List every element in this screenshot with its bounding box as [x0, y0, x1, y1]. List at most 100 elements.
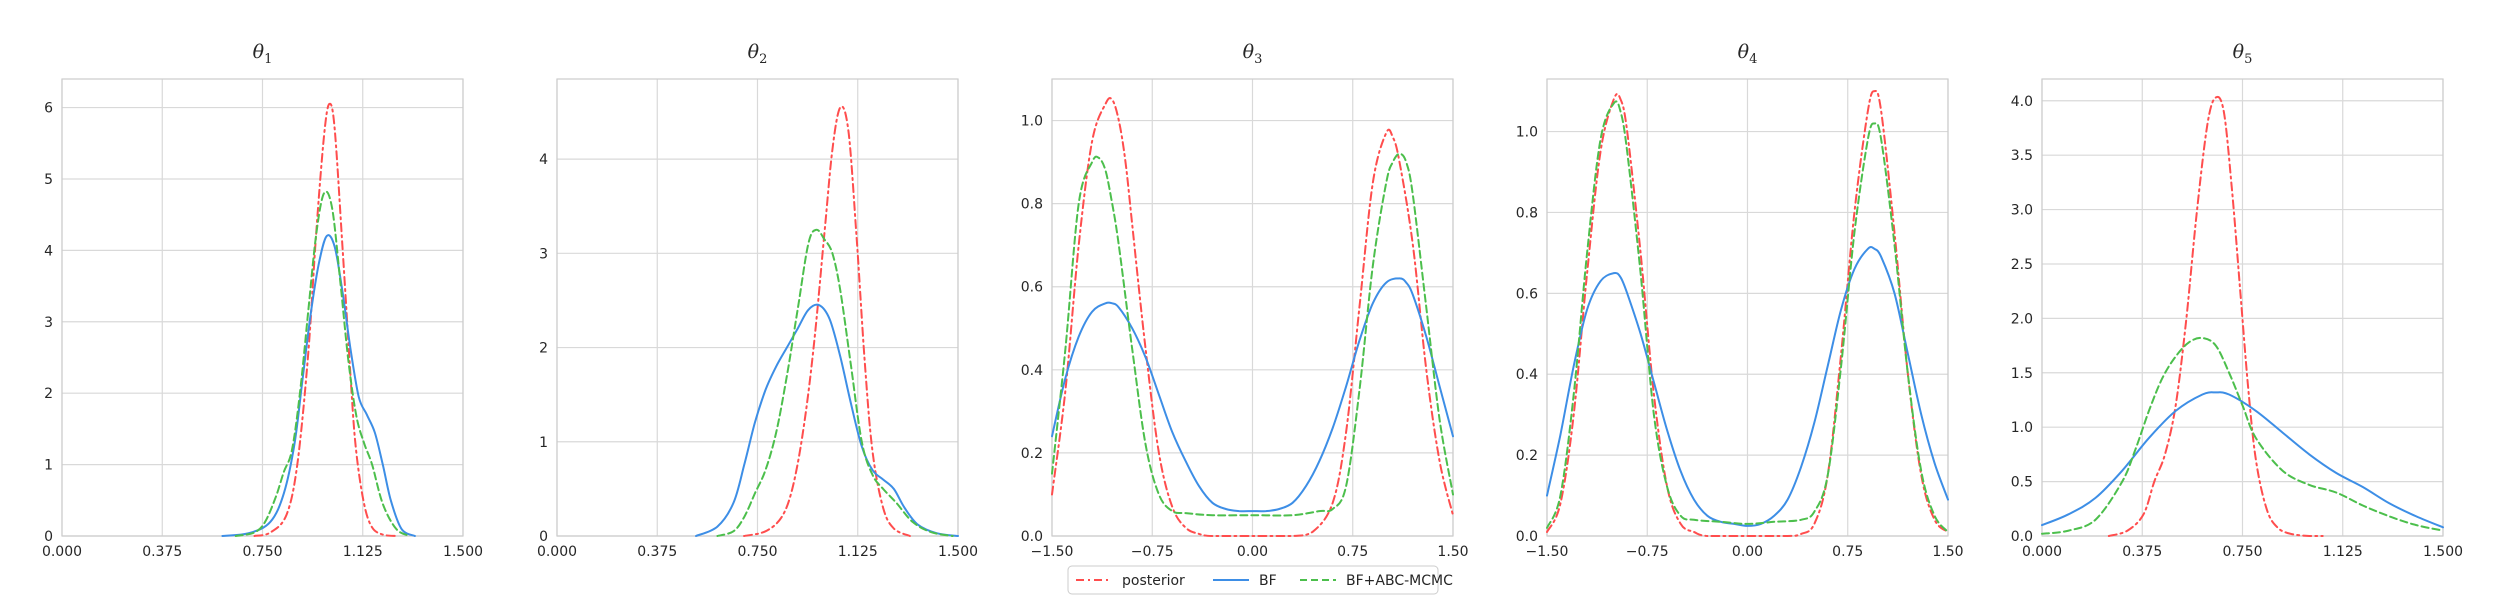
series-line-bf-abc-mcmc: [2041, 336, 2444, 535]
chart-title-subscript: 1: [264, 52, 272, 67]
series-line-posterior: [2107, 95, 2324, 537]
x-tick-label: 0.75: [1832, 544, 1863, 560]
y-tick-label: 3.0: [2011, 203, 2033, 219]
legend-label-bf: BF: [1259, 573, 1277, 589]
x-tick-label: 1.50: [1932, 544, 1963, 560]
plot-frame: [2041, 78, 2444, 537]
chart-title: θ5: [2233, 41, 2253, 67]
chart-title-symbol: θ: [1243, 41, 1255, 63]
chart-panel-3: −1.50 −0.75 0.00 0.75 1.50 0.0 0.2 0.4 0.6 0.8 1.0…: [1021, 41, 1469, 560]
y-tick-label: 1: [539, 435, 548, 451]
legend-box: [1067, 565, 1439, 595]
y-tick-label: 4: [539, 152, 548, 168]
y-tick-label: 0.6: [1516, 286, 1538, 302]
y-tick-label: 0.4: [1516, 367, 1538, 383]
x-tick-label: −1.50: [1031, 544, 1074, 560]
series-line-posterior: [743, 105, 911, 537]
y-tick-label: 0.6: [1021, 280, 1043, 296]
y-tick-label: 0: [539, 529, 548, 545]
series-line-bf: [695, 303, 959, 537]
x-tick-label: 0.000: [537, 544, 577, 560]
y-tick-label: 2: [539, 341, 548, 357]
series-line-bf-abc-mcmc: [1546, 100, 1949, 533]
x-tick-label: 0.375: [637, 544, 677, 560]
y-tick-label: 3.5: [2011, 148, 2033, 164]
y-tick-label: 0: [44, 529, 53, 545]
x-tick-label: 0.750: [737, 544, 777, 560]
x-tick-label: 1.50: [1437, 544, 1468, 560]
x-tick-label: 0.750: [2222, 544, 2262, 560]
y-tick-label: 0.8: [1021, 197, 1043, 213]
y-tick-label: 0.5: [2011, 475, 2033, 491]
chart-title-subscript: 4: [1749, 52, 1757, 67]
y-tick-label: 1: [44, 458, 53, 474]
series-line-bf: [1546, 246, 1949, 527]
series-line-bf-abc-mcmc: [234, 190, 411, 537]
y-tick-label: 2.0: [2011, 311, 2033, 327]
y-tick-label: 6: [44, 101, 53, 117]
y-tick-label: 4: [44, 243, 53, 259]
x-tick-label: 0.75: [1337, 544, 1368, 560]
series-line-bf-abc-mcmc: [716, 228, 954, 537]
x-tick-label: 0.375: [2122, 544, 2162, 560]
x-tick-label: 0.375: [142, 544, 182, 560]
series-line-bf: [2041, 391, 2444, 529]
y-tick-label: 0.0: [1516, 529, 1538, 545]
y-tick-label: 1.0: [1516, 125, 1538, 141]
chart-title: θ1: [253, 41, 273, 67]
y-tick-label: 0.0: [1021, 529, 1043, 545]
chart-title-subscript: 2: [759, 52, 767, 67]
x-tick-label: 0.750: [242, 544, 282, 560]
y-tick-label: 2.5: [2011, 257, 2033, 273]
y-tick-label: 0.4: [1021, 363, 1043, 379]
y-tick-label: 1.5: [2011, 366, 2033, 382]
series-line-posterior: [1051, 97, 1454, 537]
plot-frame: [556, 78, 959, 537]
series-line-bf: [1051, 277, 1454, 513]
series-line-bf-abc-mcmc: [1051, 152, 1454, 517]
y-tick-label: 0.0: [2011, 529, 2033, 545]
x-tick-label: 0.000: [42, 544, 82, 560]
x-tick-label: 0.000: [2022, 544, 2062, 560]
chart-title-subscript: 3: [1254, 52, 1262, 67]
legend: posterior BF BF+ABC-MCMC: [1067, 565, 1453, 595]
x-tick-label: 1.500: [443, 544, 483, 560]
chart-title-symbol: θ: [748, 41, 760, 63]
x-tick-label: −1.50: [1526, 544, 1569, 560]
series-line-posterior: [1546, 89, 1949, 537]
chart-title-subscript: 5: [2244, 52, 2252, 67]
chart-panel-4: −1.50 −0.75 0.00 0.75 1.50 0.0 0.2 0.4 0.6 0.8 1.0…: [1516, 41, 1964, 560]
x-tick-label: −0.75: [1626, 544, 1669, 560]
chart-title: θ4: [1738, 41, 1758, 67]
x-tick-label: 0.00: [1732, 544, 1763, 560]
x-tick-label: 0.00: [1237, 544, 1268, 560]
x-tick-label: 1.500: [2423, 544, 2463, 560]
x-tick-label: 1.125: [838, 544, 878, 560]
y-tick-label: 0.8: [1516, 205, 1538, 221]
chart-title-symbol: θ: [253, 41, 265, 63]
y-tick-label: 5: [44, 172, 53, 188]
x-tick-label: 1.500: [938, 544, 978, 560]
legend-label-bf-abc-mcmc: BF+ABC-MCMC: [1346, 573, 1453, 589]
y-tick-label: 0.2: [1516, 448, 1538, 464]
y-tick-label: 0.2: [1021, 446, 1043, 462]
y-tick-label: 4.0: [2011, 94, 2033, 110]
y-tick-label: 2: [44, 386, 53, 402]
legend-label-posterior: posterior: [1122, 573, 1185, 589]
series-line-bf: [221, 234, 416, 537]
x-tick-label: −0.75: [1131, 544, 1174, 560]
chart-title: θ2: [748, 41, 768, 67]
y-tick-label: 1.0: [1021, 114, 1043, 130]
series-line-posterior: [253, 102, 398, 537]
chart-title-symbol: θ: [1738, 41, 1750, 63]
y-tick-label: 1.0: [2011, 420, 2033, 436]
x-tick-label: 1.125: [343, 544, 383, 560]
chart-panel-5: 0.000 0.375 0.750 1.125 1.500 0.0 0.5 1.0 1.5 2.0…: [2011, 41, 2463, 560]
chart-title-symbol: θ: [2233, 41, 2245, 63]
chart-title: θ3: [1243, 41, 1263, 67]
x-tick-label: 1.125: [2323, 544, 2363, 560]
